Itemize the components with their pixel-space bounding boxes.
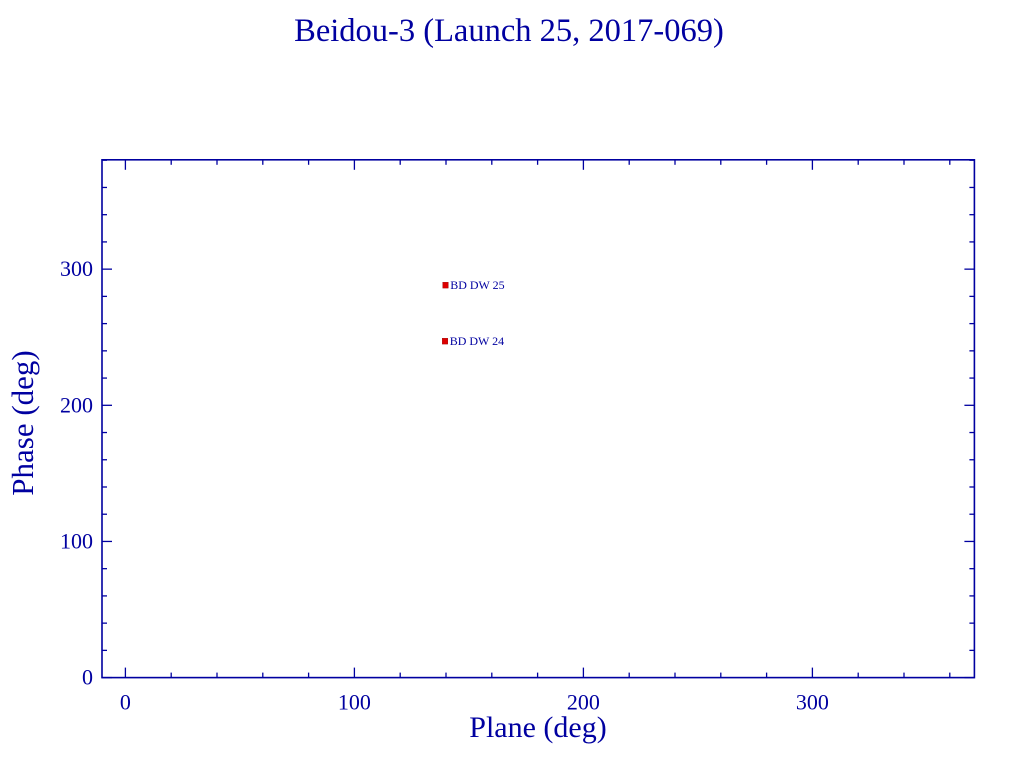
svg-text:100: 100 xyxy=(338,690,371,715)
svg-text:300: 300 xyxy=(796,690,829,715)
svg-text:200: 200 xyxy=(60,392,93,417)
svg-text:BD DW 24: BD DW 24 xyxy=(450,334,504,348)
svg-text:0: 0 xyxy=(82,665,93,690)
svg-text:BD DW 25: BD DW 25 xyxy=(450,278,504,292)
svg-text:0: 0 xyxy=(120,690,131,715)
svg-text:Plane (deg): Plane (deg) xyxy=(469,711,606,744)
svg-text:300: 300 xyxy=(60,256,93,281)
svg-text:Beidou-3 (Launch 25, 2017-069): Beidou-3 (Launch 25, 2017-069) xyxy=(294,13,724,49)
svg-text:100: 100 xyxy=(60,528,93,553)
svg-text:Phase (deg): Phase (deg) xyxy=(5,350,40,495)
